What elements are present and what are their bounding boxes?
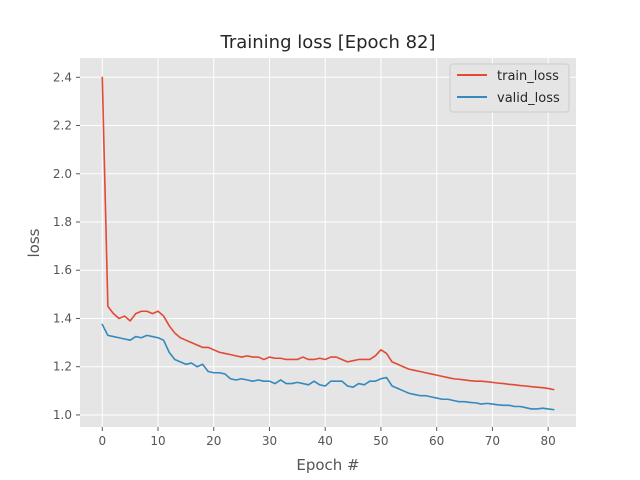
y-tick-label: 1.0	[53, 408, 72, 422]
x-tick-label: 50	[373, 434, 388, 448]
valid-loss-line	[101, 323, 555, 411]
y-tick-label: 1.4	[53, 311, 72, 325]
legend-valid-loss-label: valid_loss	[497, 91, 560, 106]
x-tick-label: 30	[262, 434, 277, 448]
y-tick-label: 2.4	[53, 70, 72, 84]
legend-train-loss-label: train_loss	[497, 69, 559, 84]
x-axis-ticks: 0 10 20 30 40 50 60 70 80	[98, 427, 556, 448]
legend: train_loss valid_loss	[449, 63, 570, 113]
x-tick-label: 60	[429, 434, 444, 448]
y-tick-label: 1.8	[53, 215, 72, 229]
y-tick-label: 1.6	[53, 263, 72, 277]
x-tick-label: 70	[485, 434, 500, 448]
x-tick-label: 0	[98, 434, 106, 448]
gridlines	[80, 58, 576, 427]
x-tick-label: 40	[318, 434, 333, 448]
chart-title: Training loss [Epoch 82]	[219, 32, 435, 53]
x-axis-label: Epoch #	[296, 456, 359, 474]
y-tick-label: 2.2	[53, 119, 72, 133]
train-loss-line	[101, 76, 555, 391]
x-tick-label: 10	[150, 434, 165, 448]
y-axis-label: loss	[25, 228, 43, 257]
y-tick-label: 2.0	[53, 167, 72, 181]
x-tick-label: 80	[540, 434, 555, 448]
series-lines	[101, 76, 555, 411]
plot-area	[80, 58, 576, 427]
y-axis-ticks: 1.0 1.2 1.4 1.6 1.8 2.0 2.2 2.4	[53, 70, 80, 422]
x-tick-label: 20	[206, 434, 221, 448]
y-tick-label: 1.2	[53, 360, 72, 374]
